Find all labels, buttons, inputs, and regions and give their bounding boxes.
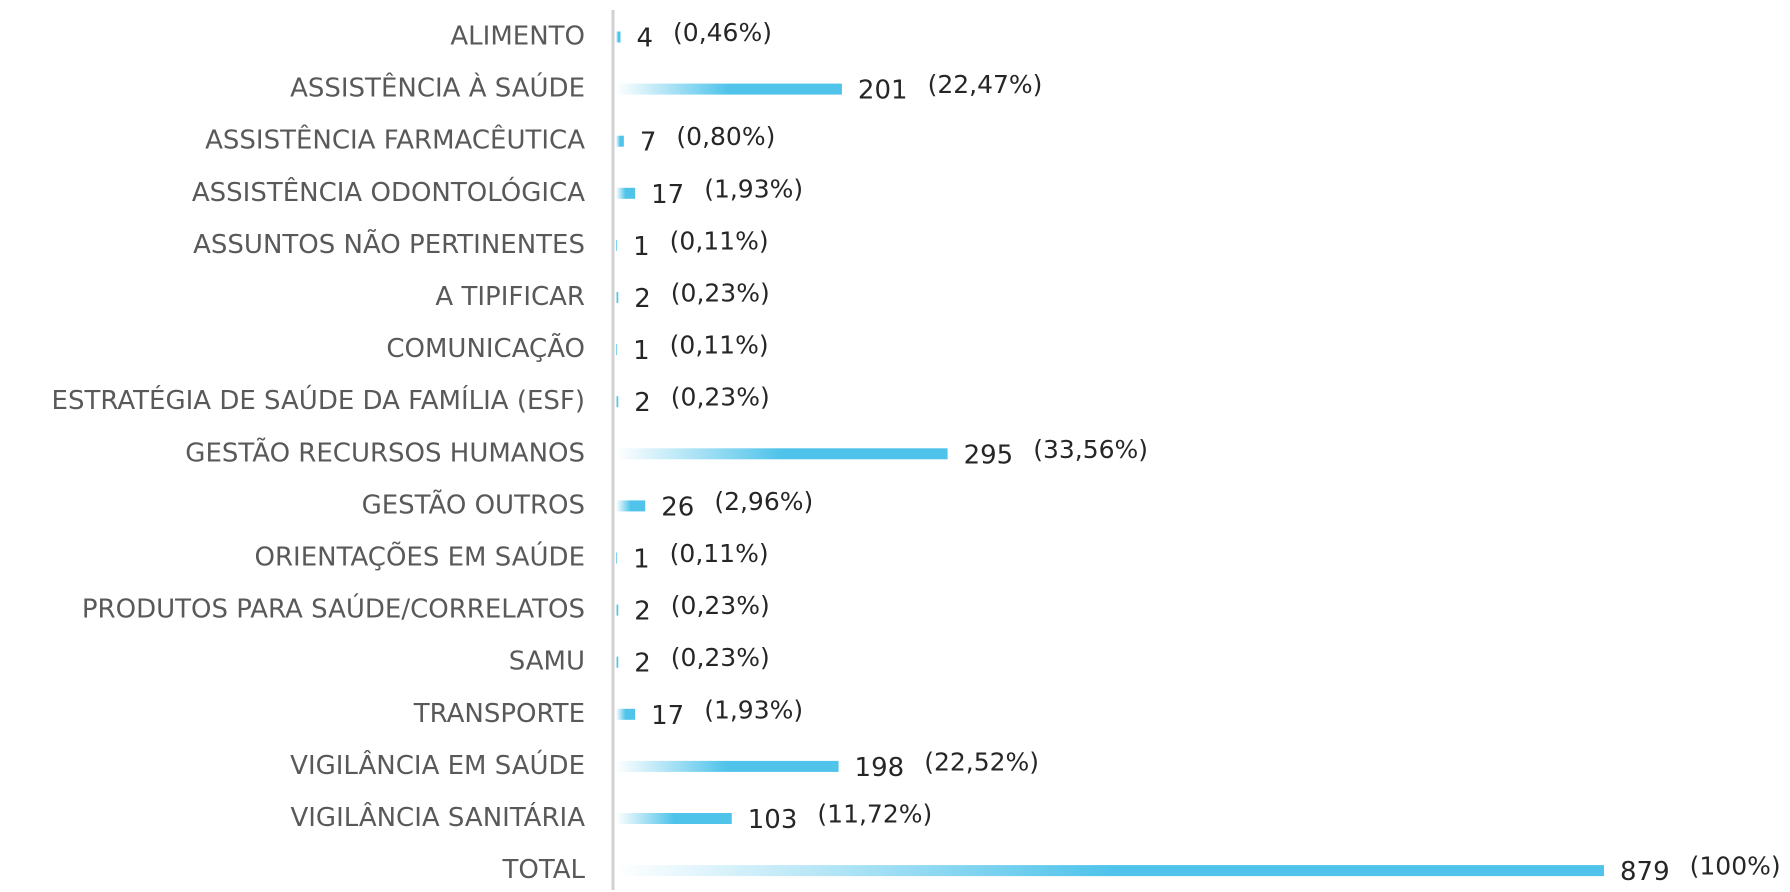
- value-label: 201: [858, 76, 908, 106]
- category-label: ASSISTÊNCIA FARMACÊUTICA: [205, 124, 585, 156]
- category-label: ASSUNTOS NÃO PERTINENTES: [193, 228, 585, 260]
- bar: [616, 344, 618, 356]
- category-label: ESTRATÉGIA DE SAÚDE DA FAMÍLIA (ESF): [52, 384, 585, 416]
- percent-label: (1,93%): [704, 174, 803, 203]
- value-label: 2: [634, 597, 651, 627]
- percent-label: (0,23%): [671, 279, 770, 308]
- bar: [616, 760, 839, 772]
- percent-label: (22,52%): [924, 747, 1039, 776]
- value-label: 17: [651, 701, 684, 731]
- value-label: 103: [748, 805, 798, 835]
- category-label: TOTAL: [502, 855, 586, 885]
- percent-label: (100%): [1690, 852, 1781, 881]
- percent-label: (0,11%): [670, 226, 769, 255]
- category-label: ASSISTÊNCIA À SAÚDE: [290, 72, 585, 104]
- bar: [616, 239, 618, 251]
- category-label: VIGILÂNCIA SANITÁRIA: [290, 801, 585, 833]
- value-label: 1: [633, 545, 650, 575]
- bar: [616, 813, 732, 824]
- bar: [616, 552, 618, 564]
- percent-label: (1,93%): [704, 695, 803, 724]
- bar: [616, 31, 621, 43]
- bar: [616, 865, 1604, 877]
- percent-label: (33,56%): [1033, 435, 1148, 464]
- percent-label: (0,11%): [670, 539, 769, 568]
- value-label: 26: [661, 492, 694, 522]
- bar: [616, 135, 624, 147]
- category-label: GESTÃO RECURSOS HUMANOS: [185, 436, 585, 468]
- bar: [616, 500, 646, 512]
- category-label: GESTÃO OUTROS: [362, 488, 585, 520]
- bar: [616, 656, 619, 668]
- value-label: 7: [640, 128, 657, 158]
- percent-label: (0,46%): [673, 18, 772, 47]
- value-label: 2: [634, 649, 651, 679]
- value-label: 4: [636, 24, 653, 54]
- category-label: TRANSPORTE: [413, 699, 585, 729]
- category-label: COMUNICAÇÃO: [386, 332, 585, 364]
- bar: [616, 448, 948, 460]
- bar: [616, 708, 636, 720]
- category-label: ORIENTAÇÕES EM SAÚDE: [255, 541, 585, 573]
- category-label: ALIMENTO: [450, 22, 585, 52]
- value-label: 1: [633, 336, 650, 366]
- percent-label: (0,23%): [671, 643, 770, 672]
- percent-label: (11,72%): [817, 800, 932, 829]
- percent-label: (22,47%): [928, 70, 1043, 99]
- percent-label: (0,11%): [670, 331, 769, 360]
- percent-label: (0,23%): [671, 383, 770, 412]
- category-label: PRODUTOS PARA SAÚDE/CORRELATOS: [82, 593, 585, 625]
- bar: [616, 83, 842, 95]
- category-label: SAMU: [509, 647, 585, 677]
- percent-label: (0,23%): [671, 591, 770, 620]
- value-label: 198: [855, 753, 905, 783]
- category-label: VIGILÂNCIA EM SAÚDE: [290, 749, 585, 781]
- bar: [616, 396, 619, 408]
- percent-label: (2,96%): [714, 487, 813, 516]
- category-label: ASSISTÊNCIA ODONTOLÓGICA: [192, 176, 585, 208]
- value-label: 17: [651, 180, 684, 210]
- bar: [616, 292, 619, 303]
- bar: [616, 604, 619, 616]
- value-label: 2: [634, 388, 651, 418]
- percent-label: (0,80%): [676, 122, 775, 151]
- value-label: 879: [1620, 857, 1670, 887]
- value-label: 295: [964, 440, 1014, 470]
- value-label: 1: [633, 232, 650, 262]
- value-label: 2: [634, 284, 651, 314]
- category-label: A TIPIFICAR: [435, 282, 585, 312]
- bar: [616, 187, 636, 199]
